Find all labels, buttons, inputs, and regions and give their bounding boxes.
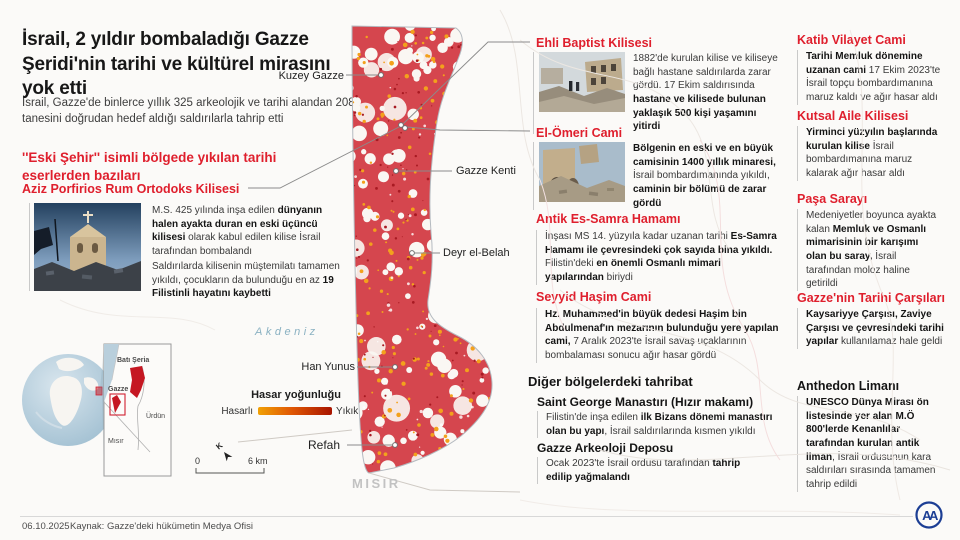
el-omeri-block: Bölgenin en eski ve en büyük camisinin 1… xyxy=(533,142,785,211)
site-name-el-omeri: El-Ömeri Cami xyxy=(536,126,623,140)
aziz-paragraph-1: M.S. 425 yılında inşa edilen dünyanın ha… xyxy=(152,205,325,258)
scale-start: 0 xyxy=(195,456,200,466)
aa-agency-logo: AA xyxy=(915,501,943,529)
scale-bar: 0 6 km xyxy=(195,456,268,474)
site-name-arkeoloji-deposu: Gazze Arkeoloji Deposu xyxy=(537,441,674,455)
legend-title: Hasar yoğunluğu xyxy=(251,389,341,401)
site-name-anthedon: Anthedon Limanı xyxy=(797,379,900,393)
ehli-baptist-text: 1882'de kurulan kilise ve kiliseye bağlı… xyxy=(633,53,781,133)
locator-inset: Batı Şeria Gazze Ürdün Mısır xyxy=(22,343,172,477)
footer-date: 06.10.2025 xyxy=(22,521,70,532)
projection-beam xyxy=(100,345,104,476)
inset-label-west-bank: Batı Şeria xyxy=(117,357,149,364)
arkeoloji-deposu-text: Ocak 2023'te İsrail ordusu tarafından ta… xyxy=(537,457,765,485)
other-regions-heading: Diğer bölgelerdeki tahribat xyxy=(528,374,693,389)
site-name-saint-george: Saint George Manastırı (Hızır makamı) xyxy=(537,395,754,409)
site-name-kutsal-aile: Kutsal Aile Kilisesi xyxy=(797,109,909,123)
map-label-misir: MISIR xyxy=(352,476,401,491)
site-name-aziz-porfirios: Aziz Porfirios Rum Ortodoks Kilisesi xyxy=(22,182,240,196)
el-omeri-text: Bölgenin en eski ve en büyük camisinin 1… xyxy=(633,143,779,209)
legend-min-label: Hasarlı xyxy=(221,406,253,417)
map-label-gazze-kenti: Gazze Kenti xyxy=(456,165,516,177)
old-city-heading: ''Eski Şehir'' isimli bölgede yıkılan ta… xyxy=(22,150,277,184)
globe-highlight-box xyxy=(95,386,103,396)
footer-source: Kaynak: Gazze'deki hükümetin Medya Ofisi xyxy=(70,521,253,532)
background-texture xyxy=(59,9,951,516)
site-name-tarihi-carsilar: Gazze'nin Tarihi Çarşıları xyxy=(797,291,945,305)
site-name-pasa-sarayi: Paşa Sarayı xyxy=(797,192,868,206)
site-name-katib-vilayet: Katib Vilayet Cami xyxy=(797,33,906,47)
destroyed-hospital-photo xyxy=(539,52,625,112)
gaza-highlight-box xyxy=(109,393,126,416)
destroyed-church-photo xyxy=(34,203,141,291)
regional-map: Batı Şeria Gazze Ürdün Mısır xyxy=(103,343,172,477)
inset-label-jordan: Ürdün xyxy=(146,412,165,420)
gaza-strip-border xyxy=(351,25,493,474)
inset-label-egypt: Mısır xyxy=(108,438,124,445)
inset-label-gaza: Gazze xyxy=(108,386,128,393)
aziz-paragraph-2: Saldırılarda kilisenin müştemilatı tamam… xyxy=(152,261,343,300)
map-label-akdeniz: Akdeniz xyxy=(255,326,319,338)
kutsal-aile-text: Yirminci yüzyılın başlarında kurulan kil… xyxy=(797,126,939,181)
north-letter: K xyxy=(214,441,224,452)
scale-end: 6 km xyxy=(248,456,268,466)
es-samra-text: İnşası MS 14. yüzyıla kadar uzanan tarih… xyxy=(536,230,781,285)
map-label-refah: Refah xyxy=(308,438,341,452)
footer-divider xyxy=(20,516,913,517)
photo-aziz-porfirios-church xyxy=(29,203,141,291)
ehli-baptist-block: 1882'de kurulan kilise ve kiliseye bağlı… xyxy=(533,52,783,135)
page-title: İsrail, 2 yıldır bombaladığı Gazze Şerid… xyxy=(22,29,331,100)
legend-gradient-bar xyxy=(258,407,332,415)
leader-dots xyxy=(378,72,415,448)
map-label-deyr-el-belah: Deyr el-Belah xyxy=(443,247,510,259)
map-label-han-yunus: Han Yunus xyxy=(301,361,355,373)
site-name-ehli-baptist: Ehli Baptist Kilisesi xyxy=(536,36,653,50)
map-label-kuzey-gazze: Kuzey Gazze xyxy=(278,70,344,82)
katib-vilayet-text: Tarihi Memluk dönemine uzanan cami 17 Ek… xyxy=(797,50,947,105)
saint-george-text: Filistin'de inşa edilen ilk Bizans dönem… xyxy=(537,411,775,439)
globe-icon xyxy=(22,354,114,446)
egypt-border-line xyxy=(237,429,521,493)
north-arrow-icon: K xyxy=(214,441,233,462)
tarihi-carsilar-text: Kaysariyye Çarşısı, Zaviye Çarşısı ve çe… xyxy=(797,308,945,350)
legend-max-label: Yıkık xyxy=(336,406,359,417)
destroyed-mosque-photo xyxy=(539,142,625,202)
gaza-strip-mini-shape xyxy=(112,395,121,413)
leader-lines xyxy=(248,41,531,446)
seyyid-hasim-text: Hz. Muhammed'in büyük dedesi Haşim bin A… xyxy=(536,308,784,363)
pasa-sarayi-text: Medeniyetler boyunca ayakta kalan Memluk… xyxy=(797,209,939,292)
west-bank-shape xyxy=(130,366,145,398)
page-subtitle: İsrail, Gazze'de binlerce yıllık 325 ark… xyxy=(22,97,355,126)
site-name-es-samra: Antik Es-Samra Hamamı xyxy=(536,212,681,226)
